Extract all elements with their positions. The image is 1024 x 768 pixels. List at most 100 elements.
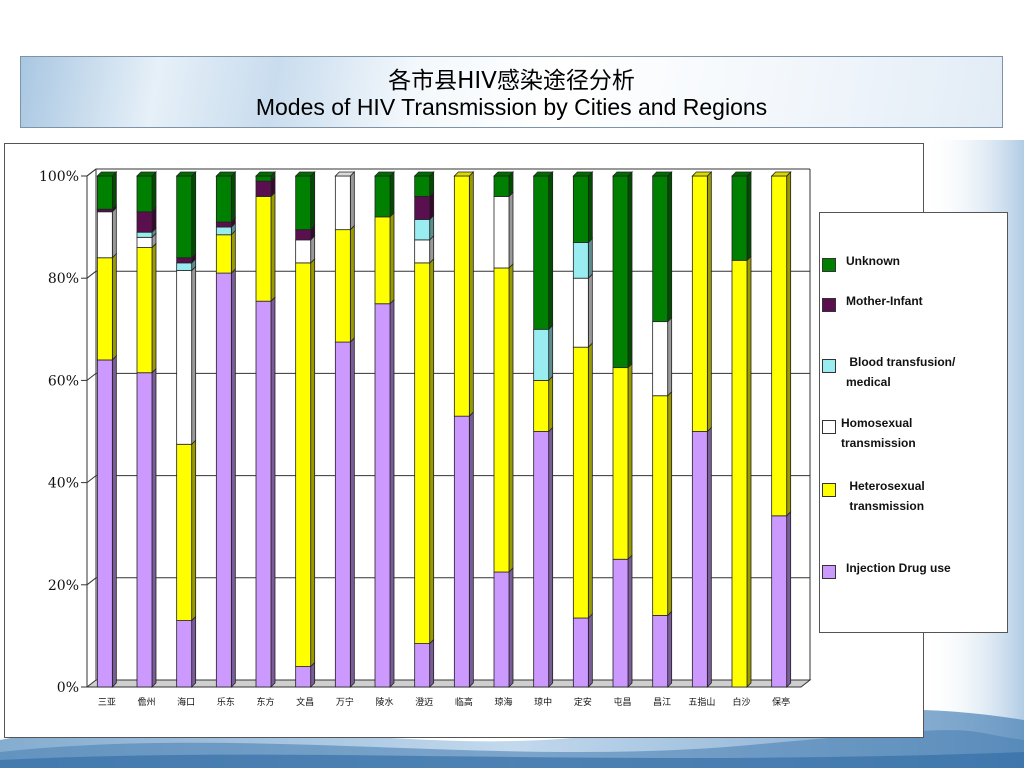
legend-label-blood-transfusion-medical: Blood transfusion/ medical (846, 355, 956, 389)
bar-7-injection-drug-use-side (349, 337, 355, 688)
bar-1-cap (96, 171, 118, 177)
gridline-side (86, 373, 97, 381)
bar-8-unknown (374, 175, 391, 218)
bar-17-heterosexual-transmission (731, 259, 748, 688)
bar-2-heterosexual-transmission (136, 247, 153, 374)
bar-17-heterosexual-transmission-side (746, 255, 752, 688)
bar-3-blood-transfusion-medical (176, 262, 193, 271)
x-tick-label: 昌江 (653, 697, 671, 708)
bar-18-heterosexual-transmission (771, 175, 788, 517)
bar-4-unknown (215, 175, 232, 223)
bar-4-mother-infant (215, 221, 232, 228)
bar-18-injection-drug-use (771, 515, 788, 688)
y-tick-label: 40% (48, 476, 79, 492)
gridline-side (86, 270, 97, 279)
bar-4-injection-drug-use-side (230, 268, 236, 688)
x-tick-label: 临高 (455, 696, 473, 708)
bar-2-unknown (136, 175, 153, 213)
bar-14-unknown-side (627, 171, 633, 369)
legend-swatch-injection-drug-use (822, 565, 836, 579)
bar-9-heterosexual-transmission (414, 262, 431, 644)
bar-6-homosexual-transmission (295, 239, 312, 264)
bar-12-blood-transfusion-medical-side (548, 324, 554, 382)
bar-3-homosexual-transmission-side (191, 265, 197, 446)
bar-13-cap (572, 171, 594, 177)
bar-8-injection-drug-use (374, 303, 391, 688)
bar-18-cap (770, 171, 792, 177)
bar-11-heterosexual-transmission (493, 267, 510, 573)
bar-11-cap (493, 171, 514, 177)
bar-13-heterosexual-transmission-side (587, 342, 593, 619)
bar-1-heterosexual-transmission (96, 257, 113, 361)
bar-5-injection-drug-use-side (270, 296, 276, 688)
bar-12-injection-drug-use-side (548, 426, 554, 688)
bar-4-heterosexual-transmission (215, 234, 232, 274)
bar-12-injection-drug-use (533, 431, 550, 688)
bar-9-injection-drug-use-side (429, 638, 435, 688)
bar-2-injection-drug-use (136, 372, 153, 688)
bar-9-mother-infant-side (429, 191, 435, 221)
bar-2-mother-infant (136, 211, 153, 233)
bar-6-heterosexual-transmission-side (310, 257, 316, 668)
bar-11-injection-drug-use (493, 571, 510, 688)
bar-8-injection-drug-use-side (389, 298, 395, 688)
x-tick-label: 澄迈 (415, 696, 433, 708)
bar-12-unknown (533, 175, 550, 330)
x-tick-label: 万宁 (336, 696, 354, 708)
bar-5-mother-infant (255, 180, 272, 197)
bar-10-heterosexual-transmission (453, 175, 470, 417)
bar-3-injection-drug-use-side (191, 615, 197, 688)
legend-label-injection-drug-use: Injection Drug use (846, 561, 951, 575)
bar-1-homosexual-transmission (96, 211, 113, 259)
bar-1-unknown-side (111, 171, 117, 211)
bar-9-heterosexual-transmission-side (429, 257, 435, 645)
x-tick-label: 琼海 (494, 696, 512, 708)
bar-8-heterosexual-transmission (374, 216, 391, 305)
bar-9-homosexual-transmission (414, 239, 431, 264)
x-tick-label: 白沙 (732, 696, 750, 708)
bar-8-unknown-side (389, 171, 395, 218)
bar-12-unknown-side (548, 171, 554, 331)
bar-3-unknown-side (191, 171, 197, 259)
bar-13-heterosexual-transmission (572, 346, 589, 619)
bar-6-homosexual-transmission-side (310, 234, 316, 264)
bar-11-unknown (493, 175, 510, 197)
x-tick-label: 东方 (256, 696, 274, 708)
bar-16-heterosexual-transmission-side (706, 171, 712, 433)
bar-13-injection-drug-use (572, 617, 589, 688)
bar-13-homosexual-transmission (572, 277, 589, 348)
bar-8-heterosexual-transmission-side (389, 211, 395, 305)
bar-2-cap (136, 171, 157, 177)
bar-14-heterosexual-transmission (612, 367, 629, 560)
bar-7-cap (334, 171, 356, 177)
title-banner: 各市县HIV感染途径分析 Modes of HIV Transmission b… (20, 56, 1003, 128)
x-tick-label: 保亭 (772, 696, 790, 708)
bar-11-homosexual-transmission (493, 196, 510, 269)
bar-1-unknown (96, 175, 113, 210)
bar-13-unknown (572, 175, 589, 243)
x-tick-label: 陵水 (375, 696, 393, 708)
bar-1-heterosexual-transmission-side (111, 252, 117, 361)
legend-label-homosexual-transmission: Homosexual transmission (841, 416, 916, 450)
bar-15-unknown-side (667, 171, 673, 323)
bar-3-heterosexual-transmission-side (191, 439, 197, 622)
bar-15-cap (651, 171, 673, 177)
legend: Unknown Mother-Infant Blood transfusion/ … (819, 212, 1008, 633)
x-tick-label: 文昌 (296, 696, 314, 708)
bar-14-heterosexual-transmission-side (627, 362, 633, 561)
x-tick-label: 屯昌 (613, 696, 631, 708)
bar-13-unknown-side (587, 171, 593, 244)
bar-2-homosexual-transmission (136, 236, 153, 248)
bar-13-homosexual-transmission-side (587, 273, 593, 349)
bar-10-injection-drug-use-side (468, 411, 474, 688)
bar-15-unknown (652, 175, 669, 323)
bar-14-cap (612, 171, 633, 177)
y-tick-label: 100% (39, 169, 79, 185)
bar-4-cap (215, 171, 237, 177)
title-english: Modes of HIV Transmission by Cities and … (255, 94, 768, 120)
bar-18-injection-drug-use-side (786, 510, 792, 688)
bar-1-injection-drug-use-side (111, 354, 117, 688)
legend-label-unknown: Unknown (846, 254, 900, 268)
bar-9-homosexual-transmission-side (429, 234, 435, 264)
bar-13-injection-drug-use-side (587, 613, 593, 688)
